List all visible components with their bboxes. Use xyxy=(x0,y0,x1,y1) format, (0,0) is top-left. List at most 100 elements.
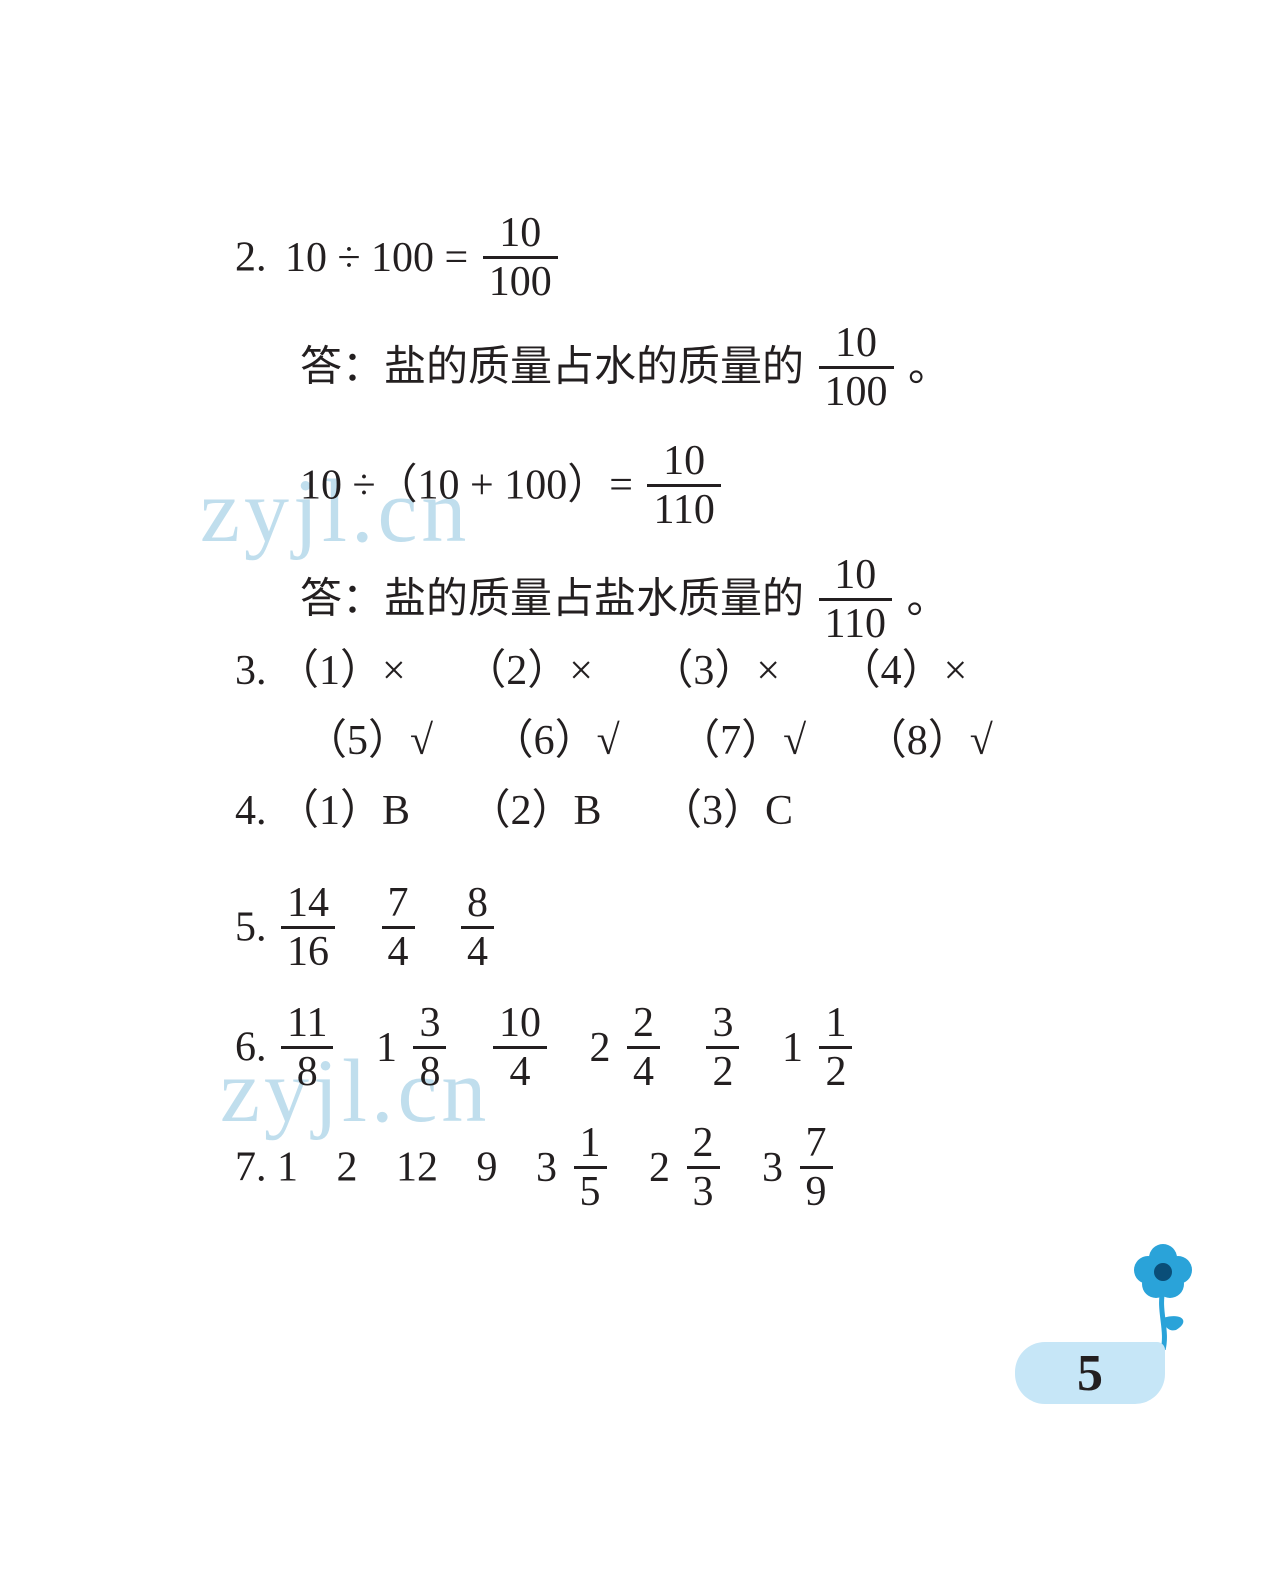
mixed-whole: 1 xyxy=(376,1027,397,1069)
fraction-numerator: 10 xyxy=(819,320,894,366)
fraction-denominator: 16 xyxy=(281,926,335,975)
mixed-frac: 3 8 xyxy=(413,1000,446,1095)
mixed-frac: 2 4 xyxy=(627,1000,660,1095)
fraction-numerator: 2 xyxy=(687,1120,720,1166)
q2-eq2-text: 10 ÷（10 + 100）= xyxy=(300,463,633,509)
fraction-denominator: 2 xyxy=(706,1046,739,1095)
q2-eq1-frac: 10 100 xyxy=(483,210,558,305)
fraction-numerator: 2 xyxy=(627,1000,660,1046)
fraction-denominator: 4 xyxy=(627,1046,660,1095)
fraction-denominator: 5 xyxy=(574,1166,607,1215)
fraction-denominator: 110 xyxy=(647,484,720,533)
q6-label: 6. xyxy=(235,1025,267,1071)
q3a-item-1: （1）× xyxy=(277,648,406,694)
fraction-numerator: 10 xyxy=(647,438,720,484)
q3b-item-3: （7）√ xyxy=(678,718,806,764)
q7-label: 7. xyxy=(235,1145,267,1191)
mixed-frac: 7 9 xyxy=(800,1120,833,1215)
fraction-numerator: 10 xyxy=(493,1000,547,1046)
q2-equation-1: 2. 10 ÷ 100 = 10 100 xyxy=(235,210,562,305)
q2-answer-2: 答：盐的质量占盐水质量的 10 110 。 xyxy=(300,552,948,647)
q2-eq2-frac: 10 110 xyxy=(647,438,720,533)
mixed-frac: 1 2 xyxy=(819,1000,852,1095)
q5-label: 5. xyxy=(235,905,267,951)
q3b-item-2: （6）√ xyxy=(492,718,620,764)
q7-term-6: 2 2 3 xyxy=(649,1120,724,1215)
fraction-numerator: 11 xyxy=(281,1000,333,1046)
fraction-denominator: 2 xyxy=(819,1046,852,1095)
q6-term-5: 3 2 xyxy=(706,1000,739,1095)
q3-line-a: 3. （1）× （2）× （3）× （4）× xyxy=(235,650,967,692)
q4-item-3: （3）C xyxy=(660,788,793,834)
fraction-numerator: 3 xyxy=(413,1000,446,1046)
mixed-frac: 1 5 xyxy=(574,1120,607,1215)
q7-term-7: 3 7 9 xyxy=(762,1120,837,1215)
mixed-frac: 2 3 xyxy=(687,1120,720,1215)
q2-ans2-frac: 10 110 xyxy=(819,552,892,647)
mixed-whole: 1 xyxy=(782,1027,803,1069)
fraction-numerator: 3 xyxy=(706,1000,739,1046)
q5-line: 5. 14 16 7 4 8 4 xyxy=(235,880,498,975)
q2-ans1-frac: 10 100 xyxy=(819,320,894,415)
mixed-whole: 2 xyxy=(649,1147,670,1189)
q6-term-3: 10 4 xyxy=(493,1000,547,1095)
q4-item-2: （2）B xyxy=(469,788,602,834)
q2-ans2-text: 答：盐的质量占盐水质量的 xyxy=(300,577,804,623)
fraction-denominator: 4 xyxy=(493,1046,547,1095)
fraction-numerator: 8 xyxy=(461,880,494,926)
fraction-denominator: 100 xyxy=(483,256,558,305)
fraction-numerator: 7 xyxy=(800,1120,833,1166)
q6-term-6: 1 1 2 xyxy=(782,1000,857,1095)
q7-line: 7. 1 2 12 9 3 1 5 2 2 3 3 7 9 xyxy=(235,1120,837,1215)
q4-item-1: （1）B xyxy=(277,788,410,834)
q6-term-4: 2 2 4 xyxy=(589,1000,664,1095)
page-number: 5 xyxy=(1077,1344,1103,1403)
q2-ans1-text: 答：盐的质量占水的质量的 xyxy=(300,345,804,391)
q3a-item-3: （3）× xyxy=(651,648,780,694)
q2-eq1-text: 10 ÷ 100 = xyxy=(285,235,468,281)
fraction-denominator: 4 xyxy=(382,926,415,975)
q7-term-2: 2 xyxy=(337,1145,358,1191)
fraction-numerator: 10 xyxy=(819,552,892,598)
q5-frac-2: 7 4 xyxy=(382,880,415,975)
q3a-item-2: （2）× xyxy=(464,648,593,694)
q5-frac-1: 14 16 xyxy=(281,880,335,975)
q2-ans2-suffix: 。 xyxy=(906,577,948,623)
q3-line-b: （5）√ （6）√ （7）√ （8）√ xyxy=(305,720,993,762)
mixed-whole: 3 xyxy=(536,1147,557,1189)
fraction-denominator: 4 xyxy=(461,926,494,975)
fraction-numerator: 1 xyxy=(574,1120,607,1166)
q3a-item-4: （4）× xyxy=(839,648,968,694)
q2-label: 2. xyxy=(235,235,267,281)
q6-term-1: 11 8 xyxy=(281,1000,333,1095)
q2-ans1-suffix: 。 xyxy=(908,345,950,391)
q7-term-1: 1 xyxy=(277,1145,298,1191)
q7-term-4: 9 xyxy=(477,1145,498,1191)
fraction-denominator: 9 xyxy=(800,1166,833,1215)
fraction-denominator: 100 xyxy=(819,366,894,415)
q4-line: 4. （1）B （2）B （3）C xyxy=(235,790,793,832)
page: zyjl.cn zyjl.cn 2. 10 ÷ 100 = 10 100 答：盐… xyxy=(0,0,1280,1582)
mixed-whole: 3 xyxy=(762,1147,783,1189)
page-number-badge: 5 xyxy=(1015,1324,1185,1404)
fraction-denominator: 110 xyxy=(819,598,892,647)
q6-term-2: 1 3 8 xyxy=(376,1000,451,1095)
q5-frac-3: 8 4 xyxy=(461,880,494,975)
q2-equation-2: 10 ÷（10 + 100）= 10 110 xyxy=(300,438,725,533)
q2-answer-1: 答：盐的质量占水的质量的 10 100 。 xyxy=(300,320,950,415)
mixed-whole: 2 xyxy=(589,1027,610,1069)
fraction-denominator: 8 xyxy=(281,1046,333,1095)
fraction-denominator: 3 xyxy=(687,1166,720,1215)
q3b-item-1: （5）√ xyxy=(305,718,433,764)
fraction-numerator: 10 xyxy=(483,210,558,256)
q7-term-5: 3 1 5 xyxy=(536,1120,611,1215)
q6-line: 6. 11 8 1 3 8 10 4 2 2 4 3 2 xyxy=(235,1000,856,1095)
q4-label: 4. xyxy=(235,788,267,834)
q3-label: 3. xyxy=(235,648,267,694)
fraction-numerator: 1 xyxy=(819,1000,852,1046)
fraction-numerator: 14 xyxy=(281,880,335,926)
fraction-numerator: 7 xyxy=(382,880,415,926)
q3b-item-4: （8）√ xyxy=(865,718,993,764)
fraction-denominator: 8 xyxy=(413,1046,446,1095)
q7-term-3: 12 xyxy=(396,1145,438,1191)
